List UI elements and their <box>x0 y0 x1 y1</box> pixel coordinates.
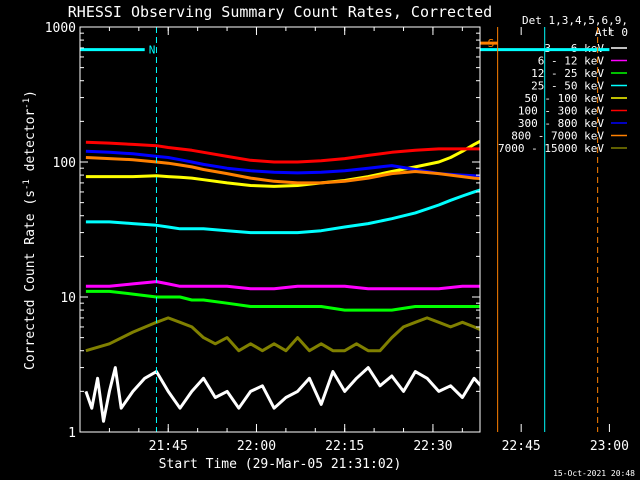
x-tick-label: 22:00 <box>237 439 276 454</box>
y-tick-label: 10 <box>60 291 76 306</box>
x-tick-label: 23:00 <box>590 439 629 454</box>
series-25-50-kev <box>85 188 480 235</box>
series-800-7000-kev <box>85 156 480 185</box>
x-tick-label: 22:30 <box>413 439 452 454</box>
plot-frame <box>79 26 481 433</box>
series-line <box>85 140 480 164</box>
legend-header-line: Att 0 <box>595 26 628 39</box>
legend-label: 7000 - 15000 keV <box>498 142 604 155</box>
series-layer <box>84 139 480 423</box>
axes-layer: 21:45 22:00 22:15 22:30 22:45 23:00 1 10 100 1000 <box>45 21 629 454</box>
series-line <box>85 188 480 235</box>
y-label-superscript: -1 <box>22 98 32 109</box>
x-axis-label: Start Time (29-Mar-05 21:31:02) <box>159 457 402 472</box>
series-7000-15000-kev <box>85 316 480 353</box>
series-line <box>85 280 480 291</box>
legend-header-line: Det 1,3,4,5,6,9, <box>522 14 628 27</box>
series-6-12-kev <box>85 280 480 291</box>
y-tick-label: 100 <box>53 156 76 171</box>
legend-label: 25 - 50 keV <box>531 80 604 93</box>
series-line <box>85 289 480 312</box>
legend-label: 100 - 300 keV <box>518 105 604 118</box>
x-tick-label: 22:45 <box>502 439 541 454</box>
series-100-300-kev <box>85 140 480 164</box>
series-line <box>85 156 480 185</box>
interval-label: S <box>488 37 495 50</box>
y-label-text: detector <box>23 109 38 180</box>
x-tick-label: 22:15 <box>325 439 364 454</box>
y-label-text: Corrected Count Rate (s <box>23 190 38 370</box>
legend-header: Det 1,3,4,5,6,9,Att 0 <box>522 14 628 39</box>
chart-title: RHESSI Observing Summary Count Rates, Co… <box>68 3 492 21</box>
y-label-text: ) <box>23 90 38 98</box>
legend-label: 6 - 12 keV <box>538 55 605 68</box>
x-tick-label: 21:45 <box>149 439 188 454</box>
series-3-6-kev <box>84 366 480 423</box>
series-50-100-kev <box>85 139 480 188</box>
legend-label: 50 - 100 keV <box>525 92 605 105</box>
footer-timestamp: 15-Oct-2021 20:48 <box>553 469 635 478</box>
interval-label: N <box>149 44 156 57</box>
y-axis-label: Corrected Count Rate (s-1 detector-1) <box>22 90 38 370</box>
legend-label: 300 - 800 keV <box>518 117 604 130</box>
legend-label: 12 - 25 keV <box>531 67 604 80</box>
series-line <box>84 366 480 423</box>
y-label-superscript: -1 <box>22 179 32 190</box>
y-tick-label: 1 <box>68 426 76 441</box>
series-12-25-kev <box>85 289 480 312</box>
y-tick-label: 1000 <box>45 21 76 36</box>
legend-label: 800 - 7000 keV <box>511 130 604 143</box>
series-line <box>85 139 480 188</box>
plot-area: NS <box>79 26 610 433</box>
series-line <box>85 316 480 353</box>
